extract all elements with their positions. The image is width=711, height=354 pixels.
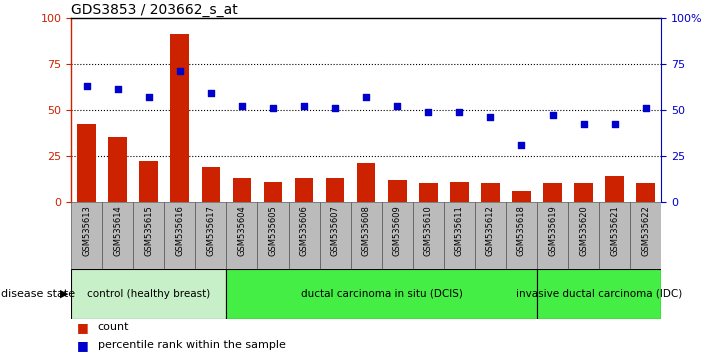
Text: GSM535607: GSM535607 (331, 205, 340, 256)
Text: GSM535619: GSM535619 (548, 205, 557, 256)
Bar (71, 269, 226, 319)
Bar (382, 202, 413, 269)
Bar (568, 202, 599, 269)
Bar (171, 34, 189, 202)
Text: control (healthy breast): control (healthy breast) (87, 289, 210, 299)
Bar (450, 182, 469, 202)
Point (174, 68, 186, 74)
Point (640, 105, 651, 111)
Bar (196, 202, 226, 269)
Text: GSM535622: GSM535622 (641, 205, 650, 256)
Text: invasive ductal carcinoma (IDC): invasive ductal carcinoma (IDC) (516, 289, 683, 299)
Point (360, 94, 372, 100)
Point (422, 109, 434, 114)
Bar (108, 137, 127, 202)
Point (578, 122, 589, 127)
Text: GSM535616: GSM535616 (176, 205, 184, 256)
Point (236, 103, 247, 109)
Bar (605, 176, 624, 202)
Bar (226, 269, 537, 319)
Bar (599, 202, 630, 269)
Bar (133, 202, 164, 269)
Text: GSM535620: GSM535620 (579, 205, 588, 256)
Text: ductal carcinoma in situ (DCIS): ductal carcinoma in situ (DCIS) (301, 289, 463, 299)
Bar (289, 202, 319, 269)
Point (143, 94, 154, 100)
Bar (264, 182, 282, 202)
Bar (326, 178, 344, 202)
Point (112, 87, 124, 92)
Point (485, 114, 496, 120)
Bar (537, 202, 568, 269)
Point (329, 105, 341, 111)
Bar (636, 183, 655, 202)
Text: GSM535605: GSM535605 (269, 205, 277, 256)
Bar (512, 191, 531, 202)
Text: GSM535612: GSM535612 (486, 205, 495, 256)
Bar (481, 183, 500, 202)
Bar (139, 161, 158, 202)
Text: ▶: ▶ (60, 289, 69, 299)
Bar (413, 202, 444, 269)
Point (205, 90, 217, 96)
Point (609, 122, 620, 127)
Bar (543, 183, 562, 202)
Bar (319, 202, 351, 269)
Bar (71, 202, 102, 269)
Text: ■: ■ (77, 321, 89, 334)
Bar (226, 202, 257, 269)
Text: GSM535621: GSM535621 (610, 205, 619, 256)
Text: GSM535611: GSM535611 (455, 205, 464, 256)
Point (392, 103, 403, 109)
Text: GDS3853 / 203662_s_at: GDS3853 / 203662_s_at (71, 3, 238, 17)
Text: GSM535614: GSM535614 (113, 205, 122, 256)
Text: ■: ■ (77, 339, 89, 352)
Bar (419, 183, 437, 202)
Bar (537, 269, 661, 319)
Bar (630, 202, 661, 269)
Bar (574, 183, 593, 202)
Bar (164, 202, 196, 269)
Point (299, 103, 310, 109)
Text: GSM535609: GSM535609 (392, 205, 402, 256)
Text: disease state: disease state (1, 289, 75, 299)
Text: GSM535617: GSM535617 (206, 205, 215, 256)
Bar (388, 180, 407, 202)
Text: percentile rank within the sample: percentile rank within the sample (97, 340, 286, 350)
Bar (475, 202, 506, 269)
Bar (257, 202, 289, 269)
Point (547, 113, 558, 118)
Bar (444, 202, 475, 269)
Text: GSM535613: GSM535613 (82, 205, 91, 256)
Bar (295, 178, 314, 202)
Text: GSM535615: GSM535615 (144, 205, 154, 256)
Bar (232, 178, 251, 202)
Point (515, 142, 527, 148)
Point (81, 83, 92, 88)
Text: count: count (97, 322, 129, 332)
Bar (357, 163, 375, 202)
Text: GSM535604: GSM535604 (237, 205, 247, 256)
Bar (102, 202, 133, 269)
Text: GSM535606: GSM535606 (299, 205, 309, 256)
Text: GSM535618: GSM535618 (517, 205, 526, 256)
Text: GSM535608: GSM535608 (362, 205, 370, 256)
Text: GSM535610: GSM535610 (424, 205, 433, 256)
Bar (77, 125, 96, 202)
Point (267, 105, 279, 111)
Bar (351, 202, 382, 269)
Bar (506, 202, 537, 269)
Point (454, 109, 465, 114)
Bar (201, 167, 220, 202)
